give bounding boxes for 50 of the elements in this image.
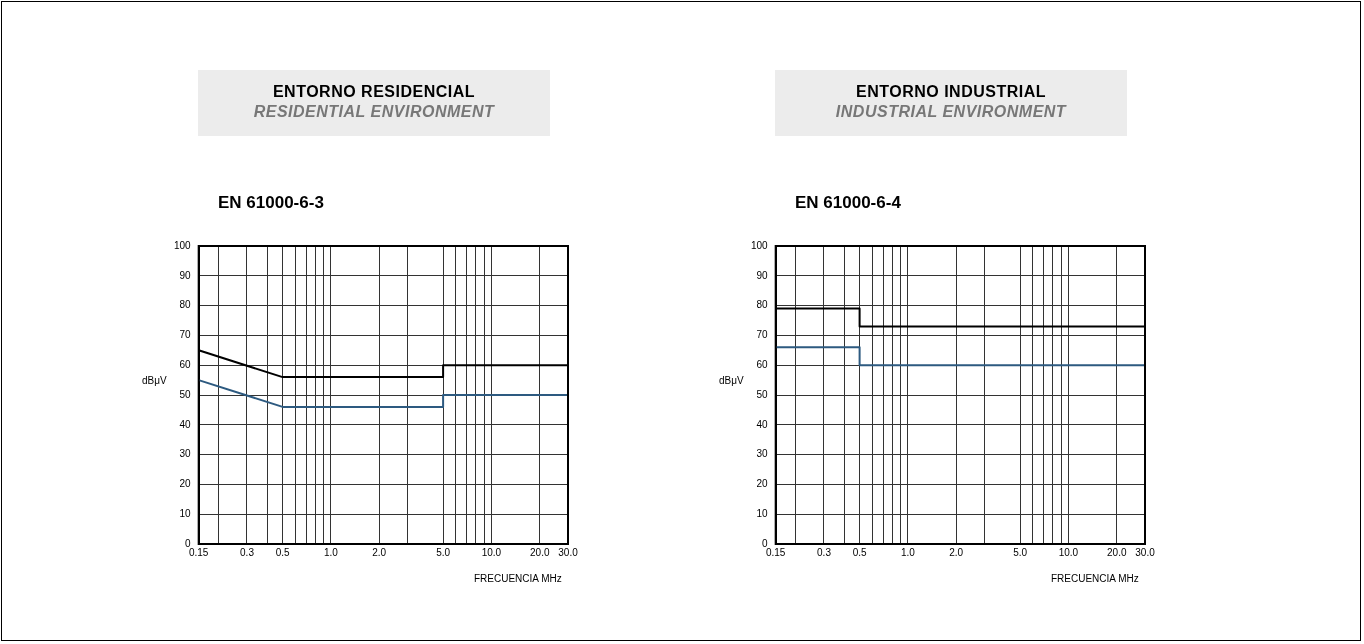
text: EN 61000-6-3 [218,193,324,213]
chart-title: ENTORNO INDUSTRIAL [854,83,1047,101]
y-tick-label: 30 [756,448,769,460]
x-tick-label: 2.0 [372,546,387,558]
x-tick-label: 2.0 [949,546,964,558]
y-tick-label: 30 [179,448,192,460]
y-tick-label: 40 [756,418,769,430]
y-axis-title: dBμV [719,375,744,386]
x-tick-label: 0.5 [852,546,867,558]
x-tick-label: 0.3 [817,546,832,558]
y-tick-label: 70 [756,329,769,341]
y-tick-label: 0 [185,537,192,549]
y-tick-label: 20 [179,478,192,490]
y-tick-label: 10 [179,507,192,519]
x-tick-label: 10.0 [481,546,502,558]
x-tick-label: 20.0 [530,546,550,558]
y-tick-label: 70 [179,329,192,341]
chart-title: ENTORNO RESIDENCIAL [271,83,477,101]
x-tick-label: 0.3 [240,546,255,558]
x-tick-label: 20.0 [1107,546,1127,558]
x-tick-label: 5.0 [436,546,451,558]
x-tick-label: 10.0 [1058,546,1079,558]
x-tick-label: 0.15 [188,546,209,558]
y-tick-label: 80 [756,299,769,311]
y-tick-label: 40 [179,418,192,430]
text: EN 61000-6-4 [795,193,901,213]
x-tick-label: 0.15 [765,546,786,558]
x-axis-title: FRECUENCIA MHz [474,573,562,584]
y-tick-label: 100 [751,239,769,251]
x-tick-label: 0.5 [275,546,290,558]
y-tick-label: 100 [174,239,192,251]
y-tick-label: 20 [756,478,769,490]
y-tick-label: 50 [756,388,769,400]
y-tick-label: 80 [179,299,192,311]
x-tick-label: 30.0 [558,546,579,558]
chart-subtitle: RESIDENTIAL ENVIRONMENT [252,103,496,121]
chart-subtitle: INDUSTRIAL ENVIRONMENT [834,103,1068,121]
x-axis-title: FRECUENCIA MHz [1051,573,1139,584]
x-tick-label: 30.0 [1135,546,1156,558]
y-tick-label: 10 [756,507,769,519]
y-axis-title: dBμV [142,375,167,386]
x-tick-label: 1.0 [900,546,916,558]
y-tick-label: 60 [756,358,769,370]
y-tick-label: 90 [756,269,769,281]
y-tick-label: 0 [762,537,769,549]
x-tick-label: 1.0 [323,546,339,558]
y-tick-label: 90 [179,269,192,281]
y-tick-label: 60 [179,358,192,370]
x-tick-label: 5.0 [1013,546,1028,558]
y-tick-label: 50 [179,388,192,400]
